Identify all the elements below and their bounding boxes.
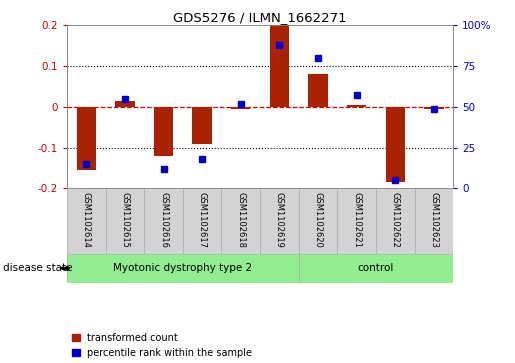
Bar (144, 188, 183, 253)
Bar (221, 188, 260, 253)
Bar (308, 74, 328, 107)
Text: GSM1102617: GSM1102617 (198, 192, 207, 248)
Bar (67, 188, 106, 253)
Text: GSM1102614: GSM1102614 (82, 192, 91, 248)
Bar (299, 188, 337, 253)
Text: GSM1102623: GSM1102623 (430, 192, 438, 248)
Text: GSM1102619: GSM1102619 (275, 192, 284, 248)
Bar (386, 107, 405, 182)
Text: GSM1102616: GSM1102616 (159, 192, 168, 248)
Bar (77, 107, 96, 170)
Text: GSM1102620: GSM1102620 (314, 192, 322, 248)
Text: GSM1102622: GSM1102622 (391, 192, 400, 248)
Bar (347, 105, 366, 107)
Text: GSM1102621: GSM1102621 (352, 192, 361, 248)
Bar (337, 188, 376, 253)
Text: control: control (358, 263, 394, 273)
Bar (376, 188, 415, 253)
Bar (67, 253, 299, 283)
Bar (193, 107, 212, 143)
Bar (154, 107, 173, 156)
Bar (424, 107, 443, 109)
Title: GDS5276 / ILMN_1662271: GDS5276 / ILMN_1662271 (173, 11, 347, 24)
Bar (260, 188, 299, 253)
Bar (115, 101, 134, 107)
Text: disease state: disease state (3, 263, 72, 273)
Text: GSM1102615: GSM1102615 (121, 192, 129, 248)
Bar (415, 188, 453, 253)
Bar (106, 188, 144, 253)
Legend: transformed count, percentile rank within the sample: transformed count, percentile rank withi… (72, 333, 252, 358)
Bar (183, 188, 221, 253)
Text: Myotonic dystrophy type 2: Myotonic dystrophy type 2 (113, 263, 252, 273)
Text: GSM1102618: GSM1102618 (236, 192, 245, 248)
Bar (231, 107, 250, 109)
Bar (299, 253, 453, 283)
Bar (270, 25, 289, 107)
